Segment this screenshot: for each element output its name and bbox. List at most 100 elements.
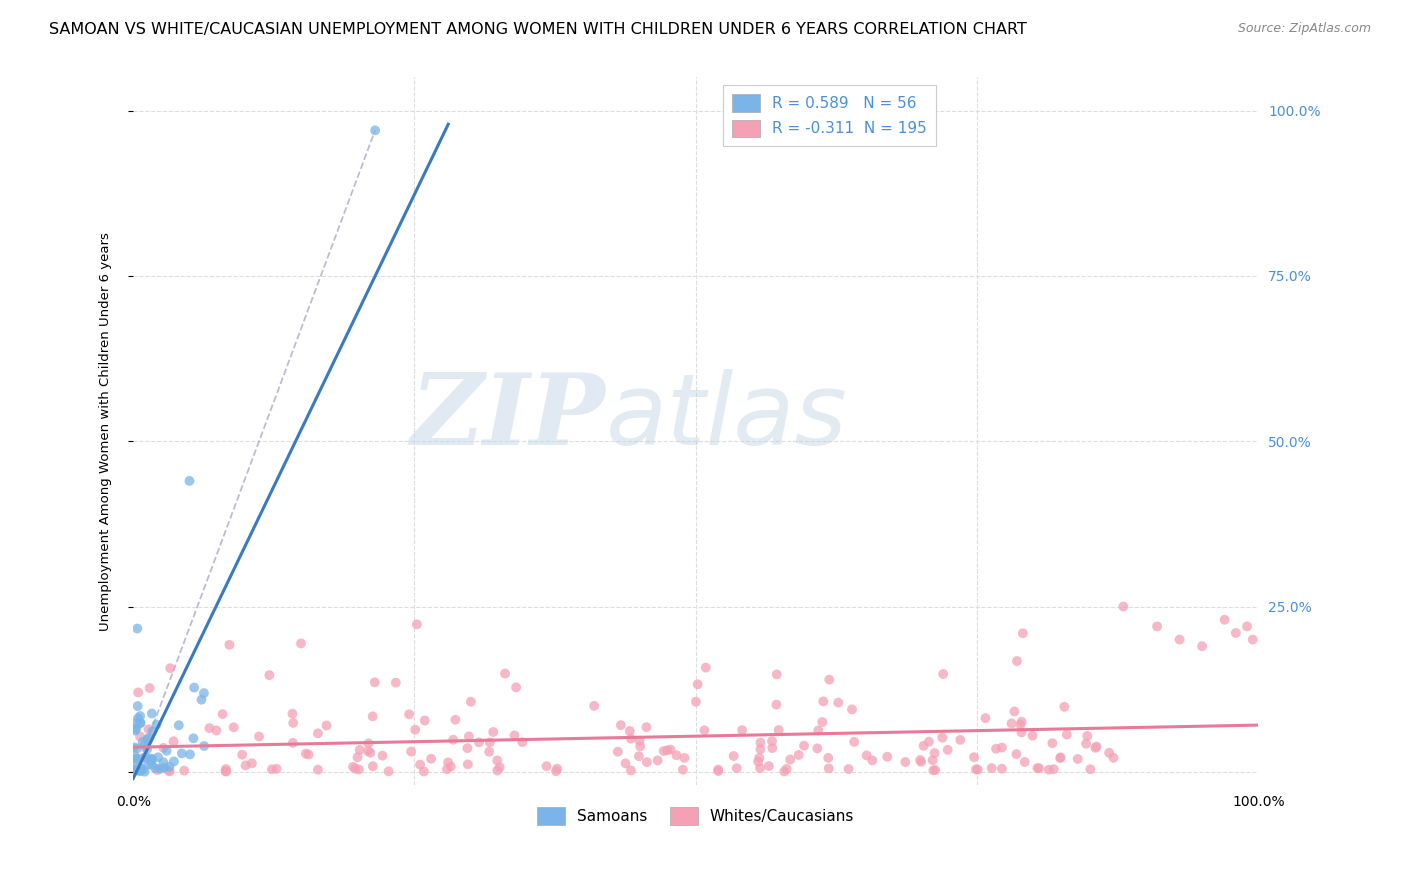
Point — [844, 735, 866, 749]
Point — [482, 725, 505, 739]
Point — [129, 715, 152, 730]
Point — [811, 714, 834, 729]
Point — [1005, 654, 1028, 668]
Point — [138, 752, 160, 766]
Point — [398, 707, 420, 722]
Point — [855, 748, 877, 763]
Point — [860, 753, 883, 767]
Point — [127, 622, 149, 636]
Point — [131, 762, 153, 776]
Point — [215, 764, 238, 779]
Point — [136, 731, 159, 746]
Point — [806, 741, 828, 756]
Point — [1010, 717, 1032, 731]
Point — [457, 757, 479, 772]
Point — [170, 747, 193, 761]
Point — [1056, 727, 1078, 741]
Point — [124, 722, 146, 736]
Point — [129, 709, 152, 723]
Point — [127, 685, 149, 699]
Point — [908, 753, 931, 767]
Point — [505, 681, 527, 695]
Point — [349, 743, 371, 757]
Point — [793, 739, 815, 753]
Point — [991, 762, 1014, 776]
Text: ZIP: ZIP — [411, 369, 606, 466]
Point — [583, 698, 606, 713]
Point — [1042, 762, 1064, 776]
Point — [486, 753, 509, 767]
Point — [974, 711, 997, 725]
Point — [135, 750, 157, 764]
Point — [183, 731, 205, 746]
Point — [125, 752, 148, 766]
Point — [134, 738, 156, 752]
Point — [444, 713, 467, 727]
Point — [342, 760, 364, 774]
Point — [281, 736, 304, 750]
Point — [456, 741, 478, 756]
Point — [761, 734, 783, 748]
Point — [494, 666, 516, 681]
Point — [1049, 750, 1071, 764]
Point — [838, 762, 860, 776]
Point — [361, 759, 384, 773]
Point — [685, 695, 707, 709]
Point — [628, 739, 651, 754]
Point — [818, 673, 841, 687]
Point — [149, 762, 172, 776]
Point — [183, 681, 205, 695]
Point — [436, 762, 458, 776]
Point — [749, 742, 772, 756]
Point — [240, 756, 263, 771]
Point — [765, 667, 787, 681]
Point — [723, 749, 745, 764]
Point — [924, 746, 946, 760]
Point — [918, 734, 941, 748]
Point — [827, 696, 849, 710]
Point — [357, 744, 380, 758]
Point — [1191, 639, 1213, 653]
Point — [672, 763, 695, 777]
Point — [128, 764, 150, 778]
Point — [1011, 714, 1033, 729]
Point — [266, 762, 288, 776]
Point — [214, 764, 236, 779]
Point — [932, 667, 955, 681]
Point — [211, 707, 233, 722]
Point — [984, 741, 1007, 756]
Point — [817, 761, 839, 775]
Point — [707, 764, 730, 778]
Point — [503, 728, 526, 742]
Point — [922, 764, 945, 778]
Point — [652, 744, 675, 758]
Point — [125, 764, 148, 778]
Point — [1102, 751, 1125, 765]
Point — [749, 736, 772, 750]
Point — [437, 756, 460, 770]
Point — [290, 636, 312, 650]
Point — [776, 762, 799, 776]
Point — [125, 752, 148, 766]
Point — [1028, 761, 1050, 775]
Point — [215, 762, 238, 776]
Point — [707, 763, 730, 777]
Point — [247, 730, 270, 744]
Point — [1241, 632, 1264, 647]
Point — [399, 745, 422, 759]
Point — [931, 731, 953, 745]
Point — [127, 762, 149, 776]
Point — [347, 763, 370, 777]
Point — [758, 759, 780, 773]
Point — [924, 763, 946, 777]
Point — [546, 762, 568, 776]
Point — [659, 742, 682, 756]
Point — [377, 764, 399, 779]
Point — [141, 753, 163, 767]
Point — [129, 761, 152, 775]
Point — [159, 661, 181, 675]
Point — [817, 751, 839, 765]
Point — [949, 732, 972, 747]
Point — [145, 717, 167, 731]
Point — [1076, 729, 1098, 743]
